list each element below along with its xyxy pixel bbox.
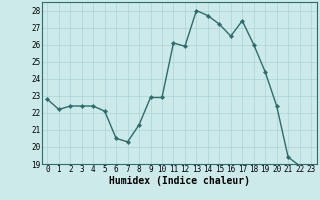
X-axis label: Humidex (Indice chaleur): Humidex (Indice chaleur) xyxy=(109,176,250,186)
